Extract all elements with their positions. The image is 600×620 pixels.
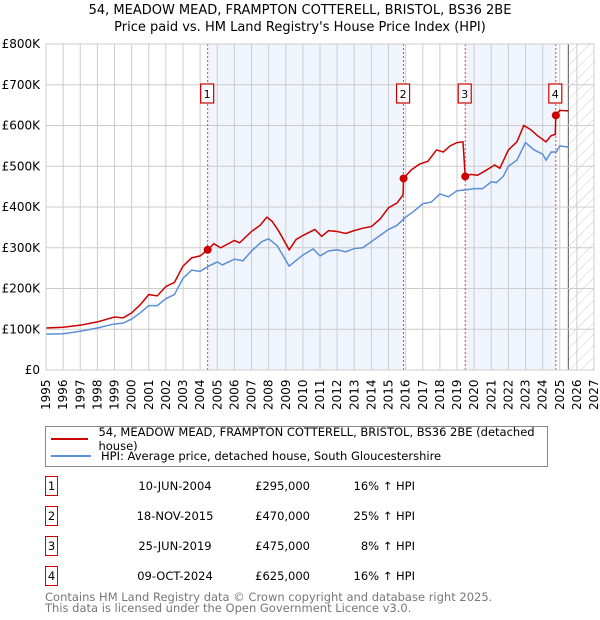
y-tick-label: £500K	[2, 159, 42, 173]
x-tick-label: 2001	[142, 379, 156, 410]
sale-label-box	[457, 83, 472, 104]
x-tick-label: 2003	[176, 379, 190, 410]
transaction-marker: 2	[45, 506, 58, 526]
x-tick-label: 2005	[210, 379, 224, 410]
x-tick-label: 1996	[56, 379, 70, 410]
transaction-date: 09-OCT-2024	[137, 569, 213, 583]
x-tick-label: 2013	[347, 379, 361, 410]
x-tick-label: 2012	[330, 379, 344, 410]
sale-point	[203, 245, 212, 254]
x-tick-label: 2014	[364, 379, 378, 410]
x-tick-label: 2006	[227, 379, 241, 410]
x-tick-label: 2015	[382, 379, 396, 410]
sale-label: 1	[204, 88, 211, 101]
x-tick-label: 2018	[433, 379, 447, 410]
sale-label-box	[200, 83, 215, 104]
x-tick-label: 2023	[519, 379, 533, 410]
legend-swatch-blue	[51, 455, 91, 457]
footer-copyright: Contains HM Land Registry data © Crown c…	[45, 590, 493, 604]
plot-border	[45, 43, 595, 371]
y-tick-label: £0	[25, 363, 40, 377]
x-tick-label: 2019	[450, 379, 464, 410]
x-tick-label: 1995	[39, 379, 53, 410]
chart-subtitle: Price paid vs. HM Land Registry's House …	[114, 20, 486, 35]
sale-point	[399, 174, 408, 183]
transaction-price: £295,000	[255, 479, 310, 493]
y-tick-label: £100K	[2, 322, 42, 336]
y-tick-label: £300K	[2, 241, 42, 255]
transaction-price: £625,000	[255, 569, 310, 583]
x-tick-label: 2010	[296, 379, 310, 410]
transaction-hpi: 25% ↑ HPI	[353, 509, 415, 523]
x-tick-label: 1997	[73, 379, 87, 410]
legend-item-property: 54, MEADOW MEAD, FRAMPTON COTTERELL, BRI…	[51, 425, 547, 453]
sale-point	[461, 172, 470, 181]
transaction-marker: 4	[45, 566, 58, 586]
legend-label: 54, MEADOW MEAD, FRAMPTON COTTERELL, BRI…	[98, 425, 535, 453]
footer-licence: This data is licensed under the Open Gov…	[45, 601, 412, 615]
sale-label: 3	[461, 88, 468, 101]
x-tick-label: 1998	[90, 379, 104, 410]
y-tick-label: £700K	[2, 78, 42, 92]
price-chart: 1995 1996 1997 1998 1999 2000 2001 2002 2003 2004…	[2, 37, 600, 410]
sale-label: 4	[552, 88, 559, 101]
x-tick-label: 2004	[193, 379, 207, 410]
transaction-hpi: 16% ↑ HPI	[353, 479, 415, 493]
x-tick-label: 2009	[279, 379, 293, 410]
x-tick-label: 2024	[536, 379, 550, 410]
x-tick-label: 2017	[416, 379, 430, 410]
x-tick-label: 2008	[262, 379, 276, 410]
x-tick-label: 2025	[553, 379, 567, 410]
chart-title: 54, MEADOW MEAD, FRAMPTON COTTERELL, BRI…	[88, 3, 512, 18]
x-tick-label: 2026	[570, 379, 584, 410]
transaction-date: 10-JUN-2004	[138, 479, 212, 493]
hpi-line	[45, 141, 569, 335]
y-tick-label: £800K	[2, 37, 42, 51]
x-tick-label: 2011	[313, 379, 327, 410]
legend-label: HPI: Average price, detached house, Sout…	[101, 449, 442, 463]
x-tick-label: 2020	[467, 379, 481, 410]
legend-item-hpi: HPI: Average price, detached house, Sout…	[51, 448, 441, 464]
sale-label-box	[548, 83, 563, 104]
transaction-marker: 1	[45, 476, 58, 496]
x-tick-label: 2021	[484, 379, 498, 410]
transaction-hpi: 16% ↑ HPI	[353, 569, 415, 583]
transaction-marker: 3	[45, 536, 58, 556]
y-tick-label: £200K	[2, 282, 42, 296]
property-price-line	[45, 109, 569, 329]
transaction-date: 18-NOV-2015	[136, 509, 214, 523]
transaction-price: £475,000	[255, 539, 310, 553]
sale-label-box	[395, 83, 411, 104]
chart-legend: 54, MEADOW MEAD, FRAMPTON COTTERELL, BRI…	[45, 425, 548, 467]
y-tick-label: £400K	[2, 200, 42, 214]
x-tick-label: 1999	[108, 379, 122, 410]
x-tick-label: 2007	[245, 379, 259, 410]
sale-label: 2	[400, 88, 407, 101]
x-tick-label: 2000	[125, 379, 139, 410]
x-tick-label: 2022	[501, 379, 515, 410]
transaction-price: £470,000	[255, 509, 310, 523]
x-tick-label: 2027	[587, 379, 600, 410]
legend-swatch-red	[51, 438, 89, 440]
x-tick-label: 2002	[159, 379, 173, 410]
transaction-hpi: 8% ↑ HPI	[360, 539, 415, 553]
y-tick-label: £600K	[2, 119, 42, 133]
transaction-date: 25-JUN-2019	[138, 539, 212, 553]
sale-point	[551, 111, 560, 120]
x-tick-label: 2016	[399, 379, 413, 410]
